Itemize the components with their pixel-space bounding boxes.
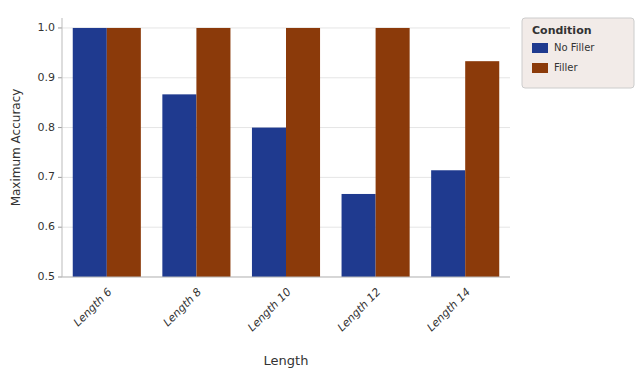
y-tick-label: 0.5 [38, 270, 56, 283]
chart-svg: 0.50.60.70.80.91.0Length 6Length 8Length… [0, 0, 640, 375]
x-tick-label: Length 14 [424, 286, 473, 335]
y-tick-label: 0.8 [38, 121, 56, 134]
x-ticks: Length 6 Length 8 Length 10 Length 12 Length… [71, 286, 473, 335]
x-tick-label: Length 8 [161, 286, 205, 330]
legend-label: No Filler [554, 42, 595, 53]
bar [376, 28, 410, 277]
y-tick-label: 0.9 [38, 71, 56, 84]
y-tick [58, 277, 62, 278]
bar [465, 61, 499, 277]
legend-box [522, 18, 634, 88]
y-tick [58, 27, 62, 28]
bar [107, 28, 141, 277]
y-tick [58, 227, 62, 228]
legend-label: Filler [554, 62, 579, 73]
y-tick [58, 77, 62, 78]
bar [252, 128, 286, 277]
legend-title: Condition [532, 24, 592, 37]
legend-swatch [532, 43, 548, 53]
bars [73, 28, 499, 277]
x-tick-label: Length 6 [71, 286, 115, 330]
y-tick-label: 0.6 [38, 220, 56, 233]
bar [196, 28, 230, 277]
grid-line [62, 277, 510, 278]
y-axis-label: Maximum Accuracy [9, 89, 23, 207]
chart-container: 0.50.60.70.80.91.0Length 6Length 8Length… [0, 0, 640, 375]
legend: Condition No Filler Filler [522, 18, 634, 88]
bar [162, 94, 196, 277]
legend-swatch [532, 63, 548, 73]
x-tick-label: Length 10 [245, 286, 294, 335]
y-tick-label: 0.7 [38, 170, 56, 183]
bar [73, 28, 107, 277]
y-tick-label: 1.0 [38, 21, 56, 34]
bar [342, 194, 376, 277]
y-ticks: 0.5 0.6 0.7 0.8 0.9 1.0 [38, 21, 63, 283]
x-axis-label: Length [264, 353, 309, 368]
y-axis-line [62, 18, 63, 277]
y-grid [62, 28, 510, 277]
x-tick-label: Length 12 [335, 286, 384, 335]
x-axis-line [62, 277, 510, 278]
y-tick [58, 127, 62, 128]
bar [286, 28, 320, 277]
y-tick [58, 177, 62, 178]
bar [431, 170, 465, 277]
